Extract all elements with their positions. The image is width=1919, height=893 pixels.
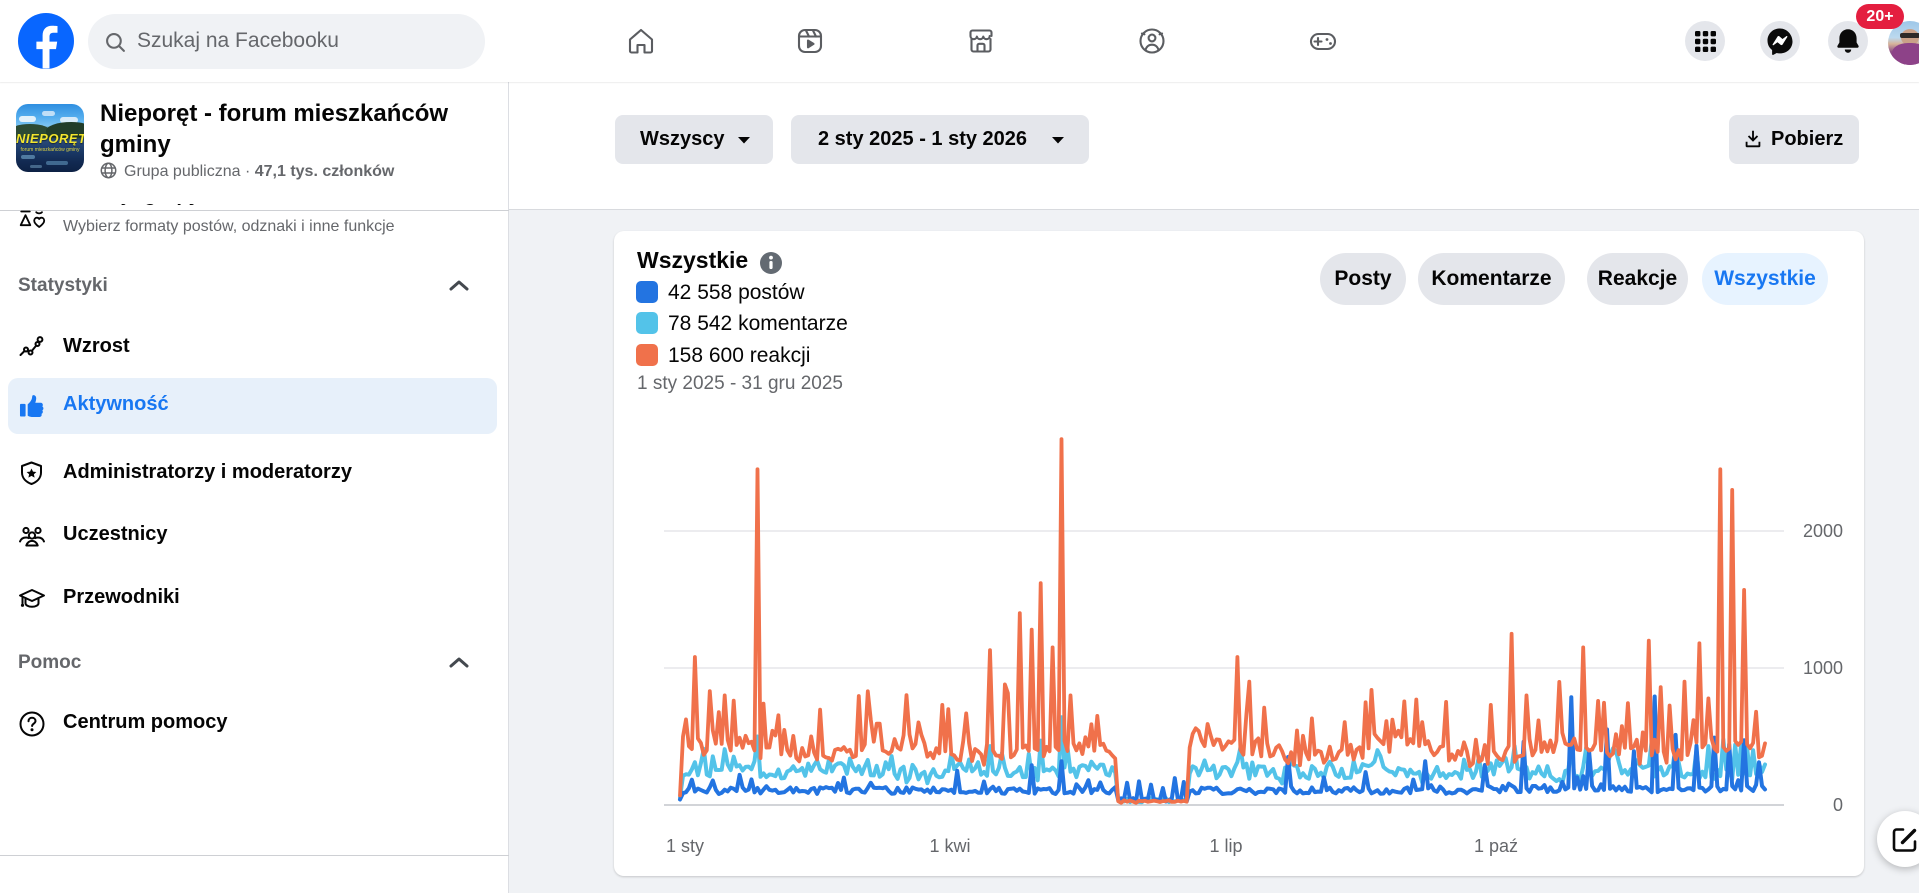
svg-text:0: 0 [1833, 795, 1843, 815]
svg-text:2000: 2000 [1803, 521, 1843, 541]
svg-text:1 paź: 1 paź [1474, 836, 1518, 856]
svg-text:1 kwi: 1 kwi [929, 836, 970, 856]
svg-text:1 lip: 1 lip [1209, 836, 1242, 856]
svg-text:1 sty: 1 sty [666, 836, 704, 856]
svg-text:1000: 1000 [1803, 658, 1843, 678]
